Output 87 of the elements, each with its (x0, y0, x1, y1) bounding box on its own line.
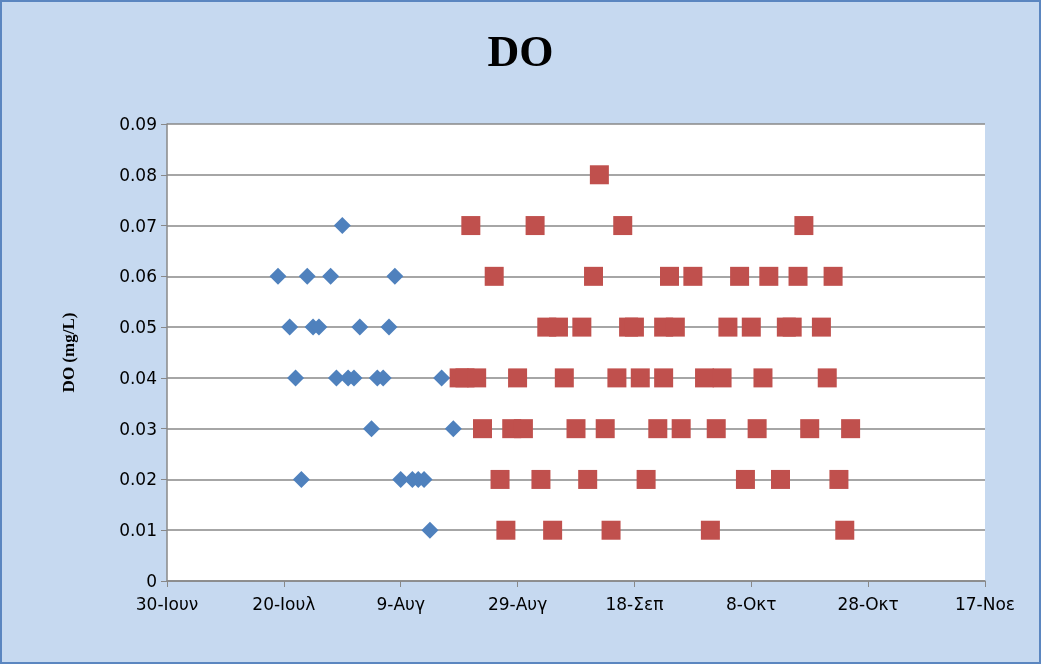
y-tick-label: 0.08 (119, 164, 157, 185)
y-tick-label: 0.04 (119, 367, 157, 388)
point (624, 317, 644, 337)
x-tick-label: 30-Ιουν (135, 593, 199, 614)
point (811, 317, 831, 337)
point (613, 216, 633, 236)
point (490, 469, 510, 489)
point (671, 419, 691, 439)
point (584, 266, 604, 286)
point (759, 266, 779, 286)
x-tick-label: 9-Αυγ (376, 593, 425, 614)
point (473, 419, 493, 439)
point (782, 317, 802, 337)
point (566, 419, 586, 439)
chart-title: DO (487, 26, 554, 76)
point (601, 520, 621, 540)
y-axis-title: DO (mg/L) (59, 312, 78, 393)
point (730, 266, 750, 286)
point (572, 317, 592, 337)
point (607, 368, 627, 388)
point (636, 469, 656, 489)
point (817, 368, 837, 388)
point (771, 469, 790, 489)
point (841, 419, 861, 439)
point (700, 520, 720, 540)
point (421, 521, 439, 539)
y-tick-label: 0.02 (119, 469, 157, 490)
point (794, 216, 814, 236)
point (823, 266, 843, 286)
point (287, 369, 305, 387)
point (484, 266, 504, 286)
point (292, 470, 310, 488)
point (525, 216, 545, 236)
point (380, 318, 398, 336)
y-tick-label: 0.05 (119, 317, 157, 338)
point (695, 368, 715, 388)
point (461, 216, 481, 236)
point (706, 419, 726, 439)
y-tick-label: 0 (146, 571, 157, 591)
x-tick-label: 20-Ιουλ (252, 593, 316, 614)
y-tick-label: 0.09 (119, 114, 157, 134)
y-tick-label: 0.07 (119, 215, 157, 236)
y-tick-label: 0.06 (119, 266, 157, 287)
point (800, 419, 820, 439)
point (554, 368, 574, 388)
point (363, 420, 380, 438)
point (322, 267, 340, 285)
y-tick-label: 0.01 (119, 520, 157, 541)
x-tick-label: 8-Οκτ (725, 593, 777, 614)
point (595, 419, 615, 439)
point (298, 267, 316, 285)
point (659, 266, 679, 286)
point (788, 266, 808, 286)
point (589, 165, 609, 185)
point (513, 419, 533, 439)
point (333, 217, 351, 235)
x-tick-label: 29-Αυγ (487, 593, 548, 614)
point (281, 318, 299, 336)
point (508, 368, 528, 388)
point (712, 368, 732, 388)
point (648, 419, 668, 439)
point (665, 317, 685, 337)
point (735, 469, 755, 489)
x-tick-label: 17-Νοε (954, 593, 1016, 614)
point (835, 520, 855, 540)
y-tick-label: 0.03 (119, 418, 157, 439)
point (747, 419, 767, 439)
point (531, 469, 551, 489)
point (386, 267, 404, 285)
point (829, 469, 849, 489)
point (496, 520, 516, 540)
point (543, 520, 563, 540)
point (654, 368, 674, 388)
point (578, 469, 598, 489)
point (630, 368, 650, 388)
point (683, 266, 703, 286)
point (269, 267, 287, 285)
point (753, 368, 773, 388)
x-tick-label: 28-Οκτ (837, 593, 899, 614)
x-tick-label: 18-Σεπ (605, 593, 664, 614)
point (718, 317, 738, 337)
point (444, 420, 462, 438)
point (351, 318, 369, 336)
point (467, 368, 487, 388)
point (548, 317, 568, 337)
point (433, 369, 451, 387)
point (741, 317, 761, 337)
